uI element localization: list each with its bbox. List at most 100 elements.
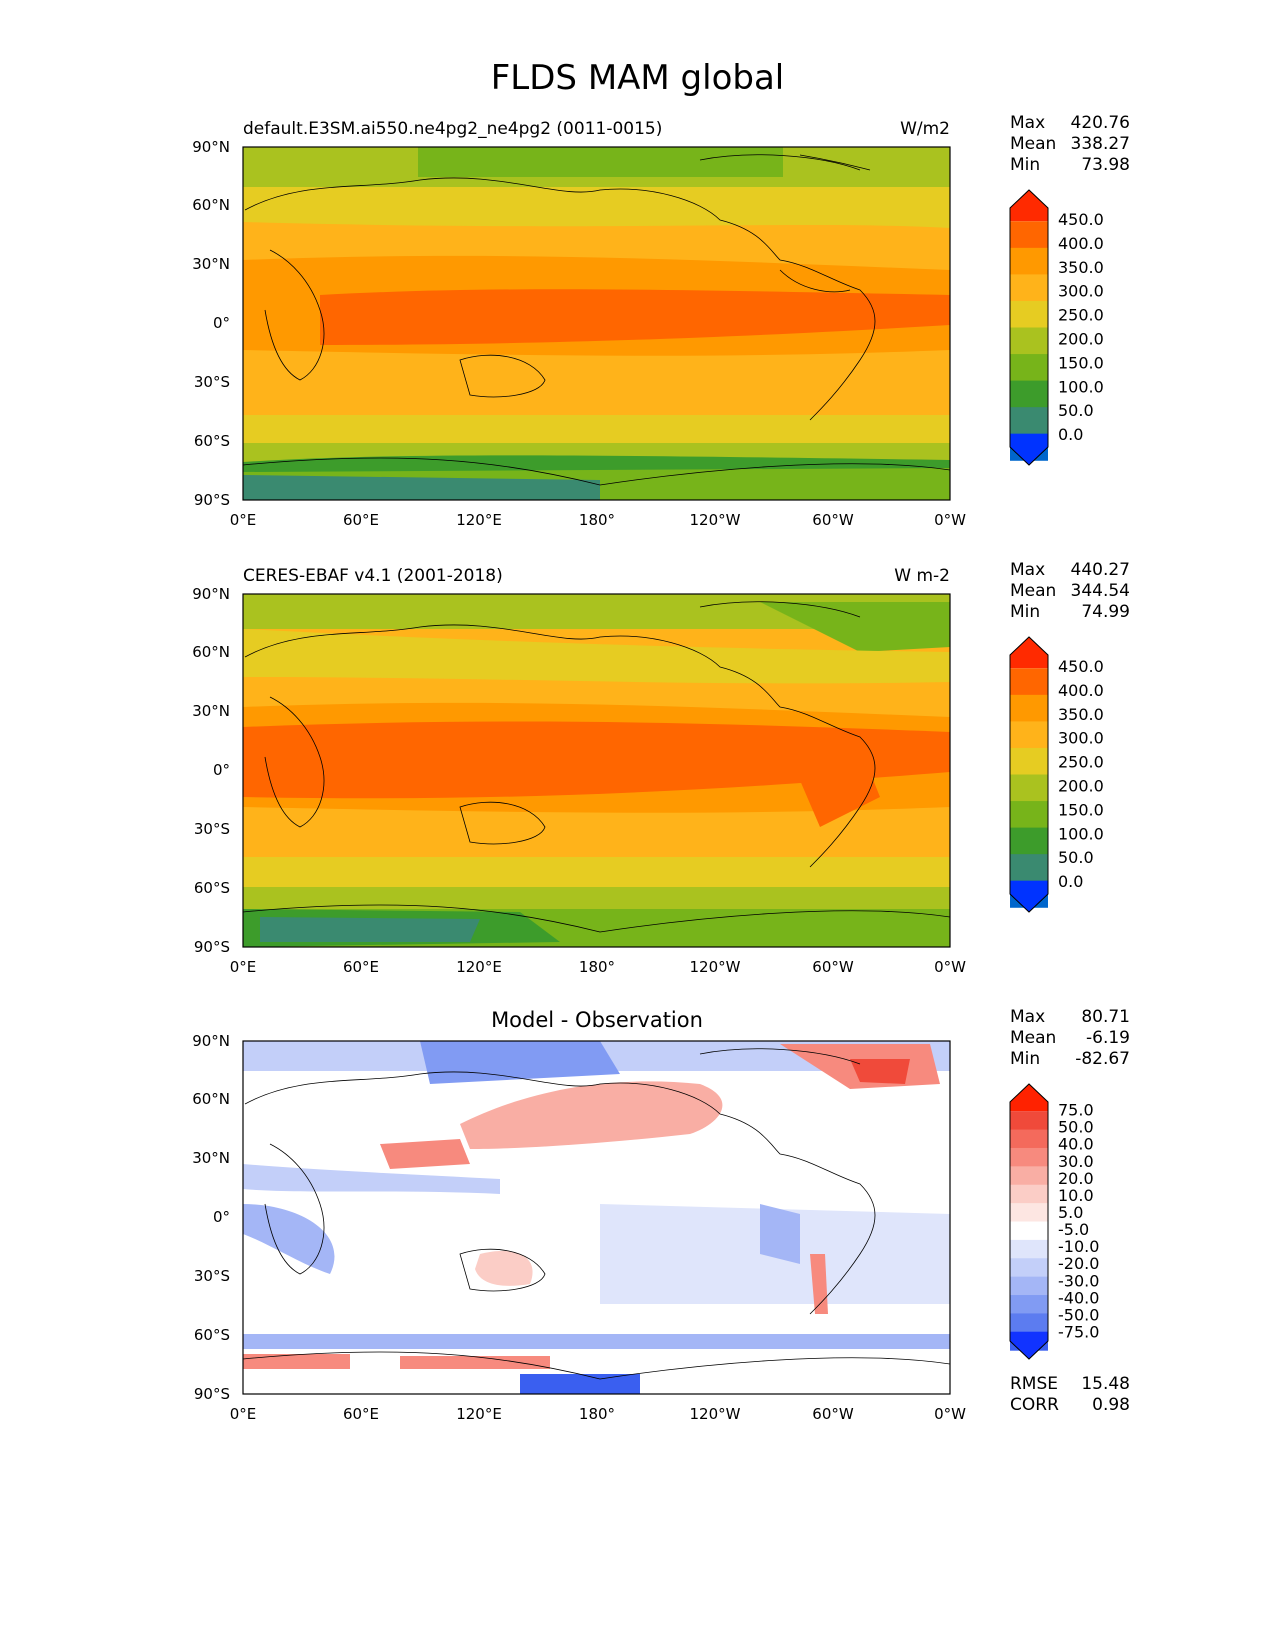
lon-tick: 120°E	[456, 958, 502, 976]
colorbar-tick-label: -40.0	[1058, 1288, 1099, 1307]
lon-tick: 0°E	[230, 958, 257, 976]
colorbar-segment	[1010, 1258, 1048, 1278]
field-observation	[243, 594, 950, 947]
lat-axis: 90°N 60°N 30°N 0° 30°S 60°S 90°S	[192, 138, 230, 509]
lat-tick: 0°	[213, 314, 230, 332]
lon-tick: 60°E	[343, 1405, 379, 1423]
lat-tick: 90°S	[194, 938, 230, 956]
colorbar-segment	[1010, 1239, 1048, 1259]
colorbar: 75.050.040.030.020.010.05.0-5.0-10.0-20.…	[1009, 1083, 1099, 1360]
colorbar-tick-label: 200.0	[1058, 776, 1104, 795]
colorbar-segment	[1010, 190, 1048, 222]
lon-tick: 120°W	[690, 1405, 741, 1423]
colorbar-tick-label: 150.0	[1058, 800, 1104, 819]
colorbar-segment	[1010, 1147, 1048, 1167]
lon-tick: 180°	[579, 511, 615, 529]
colorbar-tick-label: 30.0	[1058, 1152, 1094, 1171]
panel-units: W m-2	[894, 566, 950, 586]
colorbar-tick-label: 0.0	[1058, 872, 1083, 891]
lon-tick: 0°W	[934, 511, 966, 529]
stat-value: 338.27	[1071, 134, 1130, 154]
metric-value: 15.48	[1081, 1374, 1130, 1394]
map-panel-observation: CERES-EBAF v4.1 (2001-2018) W m-2 90°N 6…	[192, 560, 1130, 976]
stat-value: 440.27	[1071, 560, 1130, 580]
colorbar-tick-label: -30.0	[1058, 1271, 1099, 1290]
colorbar-tick-label: 50.0	[1058, 848, 1094, 867]
lat-tick: 0°	[213, 1208, 230, 1226]
colorbar-tick-label: 50.0	[1058, 401, 1094, 420]
colorbar-tick-label: 50.0	[1058, 1118, 1094, 1137]
colorbar-segment	[1010, 1331, 1048, 1359]
stat-value: -82.67	[1075, 1049, 1130, 1069]
colorbar-segment	[1010, 407, 1048, 435]
colorbar-segment	[1010, 1276, 1048, 1296]
colorbar-segment	[1010, 274, 1048, 302]
stat-label: Max	[1010, 113, 1045, 133]
colorbar-tick-label: 75.0	[1058, 1101, 1094, 1120]
field-model	[243, 147, 950, 500]
lat-tick: 0°	[213, 761, 230, 779]
colorbar: 450.0 400.0 350.0 300.0 250.0 200.0 150.0 100.0…	[1009, 636, 1104, 913]
colorbar-segment	[1010, 694, 1048, 722]
stats-block: Max Mean Min 420.76 338.27 73.98	[1010, 113, 1130, 175]
colorbar-segment	[1010, 221, 1048, 249]
colorbar-tick-label: -20.0	[1058, 1254, 1099, 1273]
lon-tick: 180°	[579, 958, 615, 976]
lon-tick: 60°E	[343, 958, 379, 976]
lat-tick: 30°N	[192, 702, 230, 720]
colorbar-tick-label: 400.0	[1058, 681, 1104, 700]
metric-label: RMSE	[1010, 1374, 1058, 1394]
lat-tick: 60°S	[194, 879, 230, 897]
field-difference	[243, 1041, 950, 1394]
colorbar-tick-label: 450.0	[1058, 657, 1104, 676]
colorbar-tick-label: 250.0	[1058, 306, 1104, 325]
lat-tick: 60°S	[194, 1326, 230, 1344]
lat-tick: 30°S	[194, 1267, 230, 1285]
stat-label: Mean	[1010, 1028, 1056, 1048]
lat-tick: 90°S	[194, 1385, 230, 1403]
colorbar-tick-label: 150.0	[1058, 353, 1104, 372]
colorbar-segment	[1010, 1203, 1048, 1222]
map-panel-model: default.E3SM.ai550.ne4pg2_ne4pg2 (0011-0…	[192, 113, 1130, 529]
colorbar-segment	[1010, 1111, 1048, 1131]
figure-title: FLDS MAM global	[490, 58, 785, 98]
colorbar-tick-label: -5.0	[1058, 1220, 1089, 1239]
colorbar-segment	[1010, 1184, 1048, 1204]
lat-tick: 60°N	[192, 196, 230, 214]
colorbar-segment	[1010, 774, 1048, 802]
colorbar-tick-label: -10.0	[1058, 1237, 1099, 1256]
lat-tick: 30°S	[194, 373, 230, 391]
lat-tick: 90°N	[192, 1032, 230, 1050]
colorbar-tick-label: -50.0	[1058, 1305, 1099, 1324]
coastlines	[243, 154, 950, 486]
stat-value: 420.76	[1071, 113, 1130, 133]
colorbar-segment	[1010, 801, 1048, 829]
colorbar-tick-label: 450.0	[1058, 210, 1104, 229]
colorbar-tick-label: -75.0	[1058, 1322, 1099, 1341]
colorbar-segment	[1010, 1084, 1048, 1112]
colorbar-segment	[1010, 721, 1048, 749]
lon-tick: 0°E	[230, 511, 257, 529]
metric-value: 0.98	[1092, 1395, 1130, 1415]
panel-units: W/m2	[900, 119, 950, 139]
colorbar-segment	[1010, 1313, 1048, 1333]
colorbar-tick-label: 100.0	[1058, 824, 1104, 843]
colorbar-segment	[1010, 637, 1048, 669]
stat-label: Min	[1010, 1049, 1040, 1069]
colorbar-segment	[1010, 247, 1048, 275]
stat-label: Min	[1010, 155, 1040, 175]
colorbar-segment	[1010, 880, 1048, 912]
colorbar-tick-label: 20.0	[1058, 1169, 1094, 1188]
stat-label: Mean	[1010, 581, 1056, 601]
panel-title-center: Model - Observation	[491, 1008, 703, 1032]
panel-title-left: default.E3SM.ai550.ne4pg2_ne4pg2 (0011-0…	[243, 119, 662, 139]
stat-label: Mean	[1010, 134, 1056, 154]
colorbar-segment	[1010, 854, 1048, 882]
stat-value: 74.99	[1081, 602, 1130, 622]
lon-tick: 60°E	[343, 511, 379, 529]
lon-tick: 120°E	[456, 1405, 502, 1423]
colorbar-tick-label: 200.0	[1058, 329, 1104, 348]
colorbar-tick-label: 5.0	[1058, 1203, 1083, 1222]
stat-label: Max	[1010, 560, 1045, 580]
lat-tick: 90°N	[192, 138, 230, 156]
